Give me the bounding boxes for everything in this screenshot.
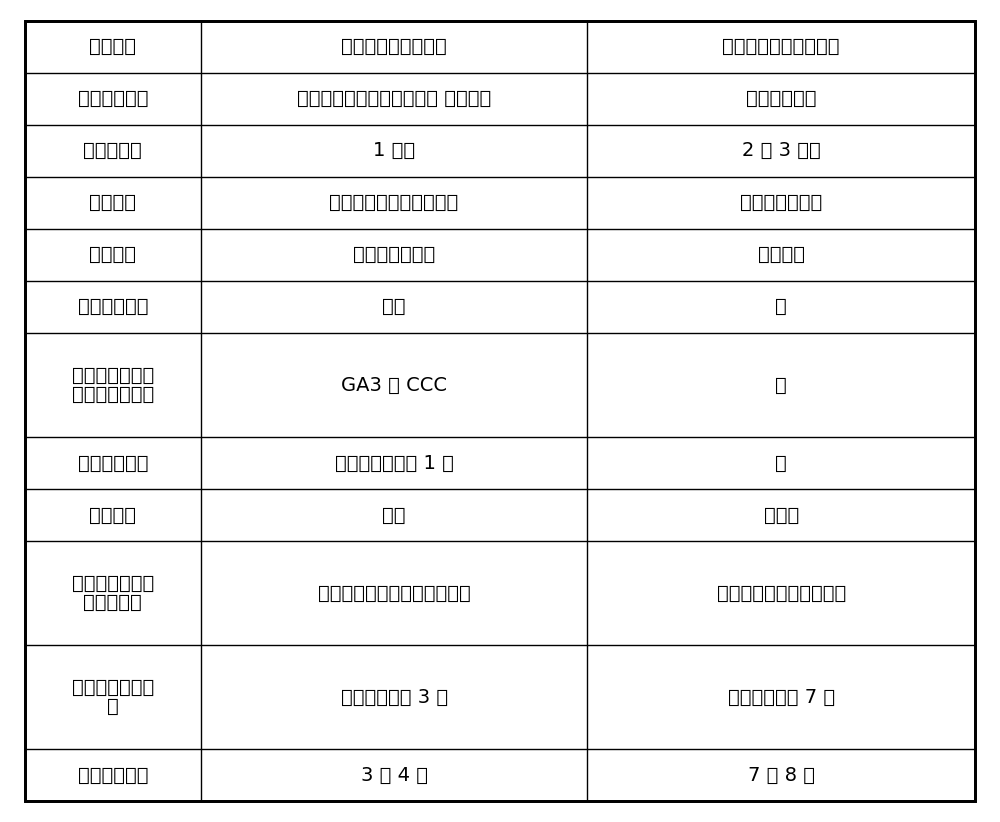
Text: 沙藏的时间: 沙藏的时间 <box>84 141 142 160</box>
Text: 用植物激素类型: 用植物激素类型 <box>72 385 154 404</box>
Text: 无: 无 <box>775 298 787 316</box>
Text: 的物理措施: 的物理措施 <box>84 593 142 612</box>
Text: 杂交初次结果时: 杂交初次结果时 <box>72 678 154 697</box>
Text: 杂交授粉后第 7 年: 杂交授粉后第 7 年 <box>728 688 835 707</box>
Text: 2 至 3 个月: 2 至 3 个月 <box>742 141 821 160</box>
Text: 环状倒贴皮和顶芽嫁接等处理: 环状倒贴皮和顶芽嫁接等处理 <box>318 584 470 603</box>
Text: 无: 无 <box>775 454 787 473</box>
Text: 摘心、扭稍、修剪等处理: 摘心、扭稍、修剪等处理 <box>717 584 846 603</box>
Text: 7 至 8 年: 7 至 8 年 <box>748 766 815 785</box>
Text: 播种方式: 播种方式 <box>89 193 136 212</box>
Text: 栽培方式: 栽培方式 <box>89 245 136 265</box>
Text: 种子处理方式: 种子处理方式 <box>78 89 148 109</box>
Text: 杂交苗的童期: 杂交苗的童期 <box>78 766 148 785</box>
Text: 杂交苗生长期运: 杂交苗生长期运 <box>72 366 154 385</box>
Text: 直接播种到大田: 直接播种到大田 <box>740 193 822 212</box>
Text: 去种皮处理、赤霉素处理、 沙藏处理: 去种皮处理、赤霉素处理、 沙藏处理 <box>297 89 491 109</box>
Text: 只有沙藏处理: 只有沙藏处理 <box>746 89 816 109</box>
Text: 1 个月: 1 个月 <box>373 141 415 160</box>
Text: 杂交授粉后当年播种: 杂交授粉后当年播种 <box>341 37 447 56</box>
Text: 覆地膜起垄栽培: 覆地膜起垄栽培 <box>353 245 435 265</box>
Text: 矮化砧木：中矮 1 号: 矮化砧木：中矮 1 号 <box>335 454 454 473</box>
Text: GA3 和 CCC: GA3 和 CCC <box>341 376 447 395</box>
Text: 基砧类型: 基砧类型 <box>89 506 136 524</box>
Text: 自根砧: 自根砧 <box>764 506 799 524</box>
Text: 基质块穴盘播种育苗移栽: 基质块穴盘播种育苗移栽 <box>329 193 459 212</box>
Text: 间: 间 <box>107 697 119 716</box>
Text: 无: 无 <box>775 376 787 395</box>
Text: 杜梨: 杜梨 <box>382 506 406 524</box>
Text: 温室: 温室 <box>382 298 406 316</box>
Text: 3 至 4 年: 3 至 4 年 <box>361 766 428 785</box>
Text: 杂交授粉后第二年播种: 杂交授粉后第二年播种 <box>722 37 840 56</box>
Text: 杂交苗提前结果: 杂交苗提前结果 <box>72 575 154 593</box>
Text: 杂交授粉后第 3 年: 杂交授粉后第 3 年 <box>341 688 448 707</box>
Text: 保护栽培措施: 保护栽培措施 <box>78 298 148 316</box>
Text: 播种时间: 播种时间 <box>89 37 136 56</box>
Text: 中间砧木类型: 中间砧木类型 <box>78 454 148 473</box>
Text: 常规栽培: 常规栽培 <box>758 245 805 265</box>
